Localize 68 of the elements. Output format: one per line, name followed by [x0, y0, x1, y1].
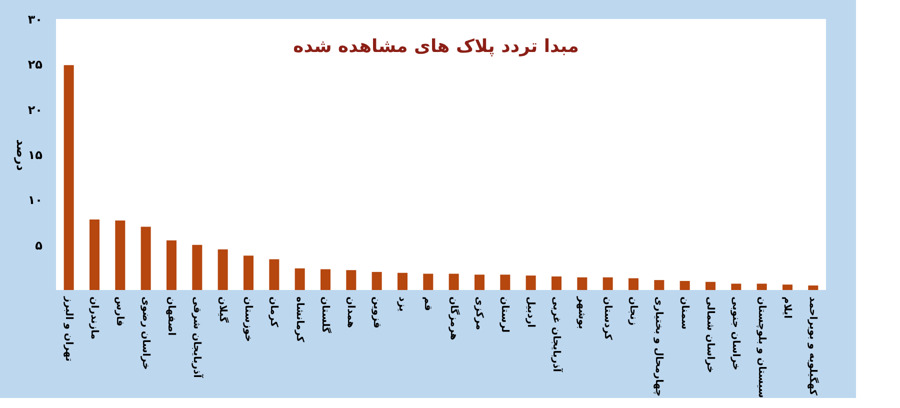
- bar: [628, 278, 638, 290]
- bar: [423, 274, 434, 290]
- bar: [731, 284, 742, 290]
- x-tick-label: خوزستان: [242, 296, 254, 342]
- bar: [500, 274, 510, 290]
- x-tick-label: کرمانشاه: [294, 296, 305, 342]
- x-tick-label: تهران و البرز: [62, 296, 74, 362]
- x-tick-label: سیستان و بلوچستان: [756, 296, 767, 398]
- bar: [346, 270, 356, 290]
- bar: [680, 280, 690, 290]
- bar: [218, 249, 228, 290]
- x-tick-label: قزوین: [370, 296, 382, 328]
- bar: [526, 276, 536, 290]
- x-tick-label: اردبیل: [524, 296, 536, 328]
- x-tick-label: کردستان: [602, 296, 613, 340]
- bar: [64, 65, 74, 290]
- bar: [166, 240, 176, 290]
- bar: [474, 274, 484, 290]
- bar: [140, 226, 151, 290]
- x-tick-label: گیلان: [216, 296, 230, 323]
- bar: [115, 220, 126, 290]
- bar: [577, 277, 588, 290]
- x-tick-label: خراسان شمالی: [704, 296, 716, 374]
- bar: [448, 274, 459, 290]
- x-tick-label: گلستان: [320, 296, 332, 334]
- x-tick-label: آذربایجان غربی: [550, 296, 564, 373]
- bar: [90, 220, 100, 290]
- x-tick-label: سمنان: [678, 296, 690, 330]
- x-tick-label: ایلام: [782, 296, 792, 319]
- x-tick-label: یزد: [396, 296, 408, 312]
- bar: [706, 282, 716, 290]
- bar: [269, 259, 280, 290]
- y-tick-label: ۱۵: [28, 148, 42, 162]
- x-tick-label: کرمان: [268, 296, 280, 328]
- x-tick-label: چهارمحال و بختیاری: [653, 296, 664, 397]
- bar: [398, 272, 408, 290]
- bar: [372, 272, 382, 290]
- x-tick-label: لرستان: [499, 296, 510, 333]
- x-tick-label: مازندران: [88, 296, 100, 340]
- y-axis-title: درصد: [14, 139, 28, 171]
- bar: [654, 280, 664, 290]
- bar: [320, 269, 330, 290]
- x-tick-label: آذربایجان شرقی: [191, 296, 204, 378]
- x-tick-label: هرمزگان: [448, 296, 461, 340]
- bar: [782, 284, 792, 290]
- y-tick-label: ۱۰: [28, 193, 42, 208]
- bar: [552, 276, 562, 290]
- bar: [602, 277, 613, 290]
- bar: [756, 284, 767, 290]
- y-tick-label: ۲۵: [28, 58, 42, 72]
- x-tick-label: کهگیلویه و بویراحمد: [807, 296, 820, 396]
- x-tick-label: خراسان جنوبی: [730, 296, 742, 370]
- y-tick-label: ۵: [35, 238, 42, 252]
- bar: [192, 244, 202, 290]
- x-tick-label: اصفهان: [166, 296, 176, 336]
- bar: [808, 285, 818, 290]
- x-tick-label: زنجان: [628, 296, 638, 326]
- y-tick-label: ۳۰: [28, 12, 42, 26]
- x-tick-label: قم: [422, 296, 434, 311]
- y-tick-label: ۲۰: [28, 102, 42, 117]
- x-tick-label: بوشهر: [576, 296, 588, 330]
- x-tick-label: مرکزی: [474, 296, 484, 330]
- x-tick-label: فارس: [114, 296, 126, 326]
- bar: [294, 268, 305, 290]
- bar: [244, 256, 254, 290]
- x-tick-label: خراسان رضوی: [140, 296, 151, 370]
- x-tick-label: همدان: [345, 296, 356, 328]
- text: مبدا تردد پلاک های مشاهده شده: [293, 36, 579, 57]
